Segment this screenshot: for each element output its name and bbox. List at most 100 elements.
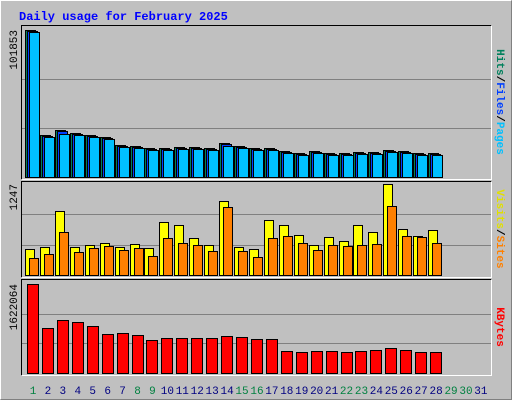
bar [253, 257, 263, 276]
bar [357, 154, 368, 178]
bar [238, 251, 248, 276]
bar [387, 152, 398, 178]
bar [268, 238, 278, 276]
x-tick-label: 16 [250, 386, 263, 398]
bar [193, 149, 204, 178]
legend: Hits/Files/Pages [493, 49, 505, 155]
bar [74, 135, 85, 178]
bar [238, 148, 249, 178]
bar [59, 232, 69, 276]
x-tick-label: 8 [134, 386, 141, 398]
chart-title: Daily usage for February 2025 [19, 10, 228, 24]
legend-separator: / [493, 115, 505, 122]
panel-edge-light [21, 279, 492, 376]
bar [417, 237, 427, 276]
bar [402, 153, 413, 178]
legend-label: Sites [493, 236, 505, 269]
y-tick-label: 1247 [9, 184, 21, 210]
x-tick-label: 31 [474, 386, 488, 398]
bar [134, 148, 145, 178]
bar [29, 258, 39, 276]
bar [72, 322, 84, 374]
x-tick-label: 11 [176, 386, 190, 398]
bar [400, 350, 412, 374]
x-tick-label: 13 [206, 386, 219, 398]
legend-label: Files [493, 82, 505, 115]
bar [387, 206, 397, 276]
bar [417, 155, 428, 178]
bar [117, 333, 129, 374]
legend-label: Hits [493, 49, 505, 75]
bar [89, 248, 99, 276]
bar [283, 236, 293, 276]
x-tick-label: 6 [104, 386, 111, 398]
bar [44, 137, 55, 178]
x-tick-label: 15 [235, 386, 248, 398]
bar [221, 336, 233, 374]
bar [148, 150, 159, 178]
bar [223, 146, 234, 178]
bar [89, 137, 100, 178]
bar [253, 150, 264, 178]
bar [370, 350, 382, 374]
bar [161, 338, 173, 374]
bar [146, 340, 158, 374]
bar [178, 149, 189, 178]
bar [313, 153, 324, 178]
bar [132, 335, 144, 374]
panel-edge-light [21, 181, 492, 278]
bar [311, 351, 323, 374]
bar [432, 243, 442, 276]
bar [163, 150, 174, 178]
x-tick-label: 14 [220, 386, 234, 398]
x-tick-label: 9 [149, 386, 156, 398]
x-tick-label: 2 [45, 386, 52, 398]
bar [74, 252, 84, 276]
bar [372, 154, 383, 178]
bar [415, 352, 427, 374]
x-tick-label: 28 [430, 386, 443, 398]
x-tick-label: 20 [310, 386, 323, 398]
bar [104, 139, 115, 178]
bar [102, 334, 114, 374]
bar [59, 134, 70, 178]
x-tick-label: 19 [295, 386, 308, 398]
x-tick-label: 12 [191, 386, 204, 398]
bar [372, 244, 382, 276]
legend-label: Visits [493, 189, 505, 229]
bar [87, 326, 99, 374]
panel-edge-dark [21, 25, 492, 180]
x-tick-label: 18 [280, 386, 293, 398]
bar [119, 250, 129, 276]
x-tick-label: 26 [400, 386, 413, 398]
legend: Visits/Sites [493, 189, 505, 268]
x-tick-label: 24 [370, 386, 384, 398]
bar [57, 320, 69, 374]
x-tick-label: 23 [355, 386, 368, 398]
bar [328, 155, 339, 178]
panel-edge-dark [21, 279, 492, 376]
x-tick-label: 10 [161, 386, 174, 398]
bar [148, 256, 158, 276]
bar [298, 155, 309, 178]
bar [178, 243, 188, 276]
x-tick-label: 30 [459, 386, 472, 398]
legend-label: KBytes [493, 307, 505, 347]
x-tick-label: 29 [444, 386, 457, 398]
bar [193, 245, 203, 276]
bar [42, 328, 54, 374]
bar [191, 338, 203, 374]
x-tick-label: 4 [74, 386, 81, 398]
legend-separator: / [493, 76, 505, 83]
bar [313, 250, 323, 276]
bar [134, 248, 144, 276]
bar [268, 150, 279, 178]
bar [326, 351, 338, 374]
legend-label: Pages [493, 122, 505, 155]
y-tick-label: 1622064 [9, 284, 21, 331]
panel-edge-light [21, 25, 492, 180]
panel-edge-dark [21, 181, 492, 278]
bar [328, 245, 338, 276]
x-tick-label: 5 [89, 386, 96, 398]
